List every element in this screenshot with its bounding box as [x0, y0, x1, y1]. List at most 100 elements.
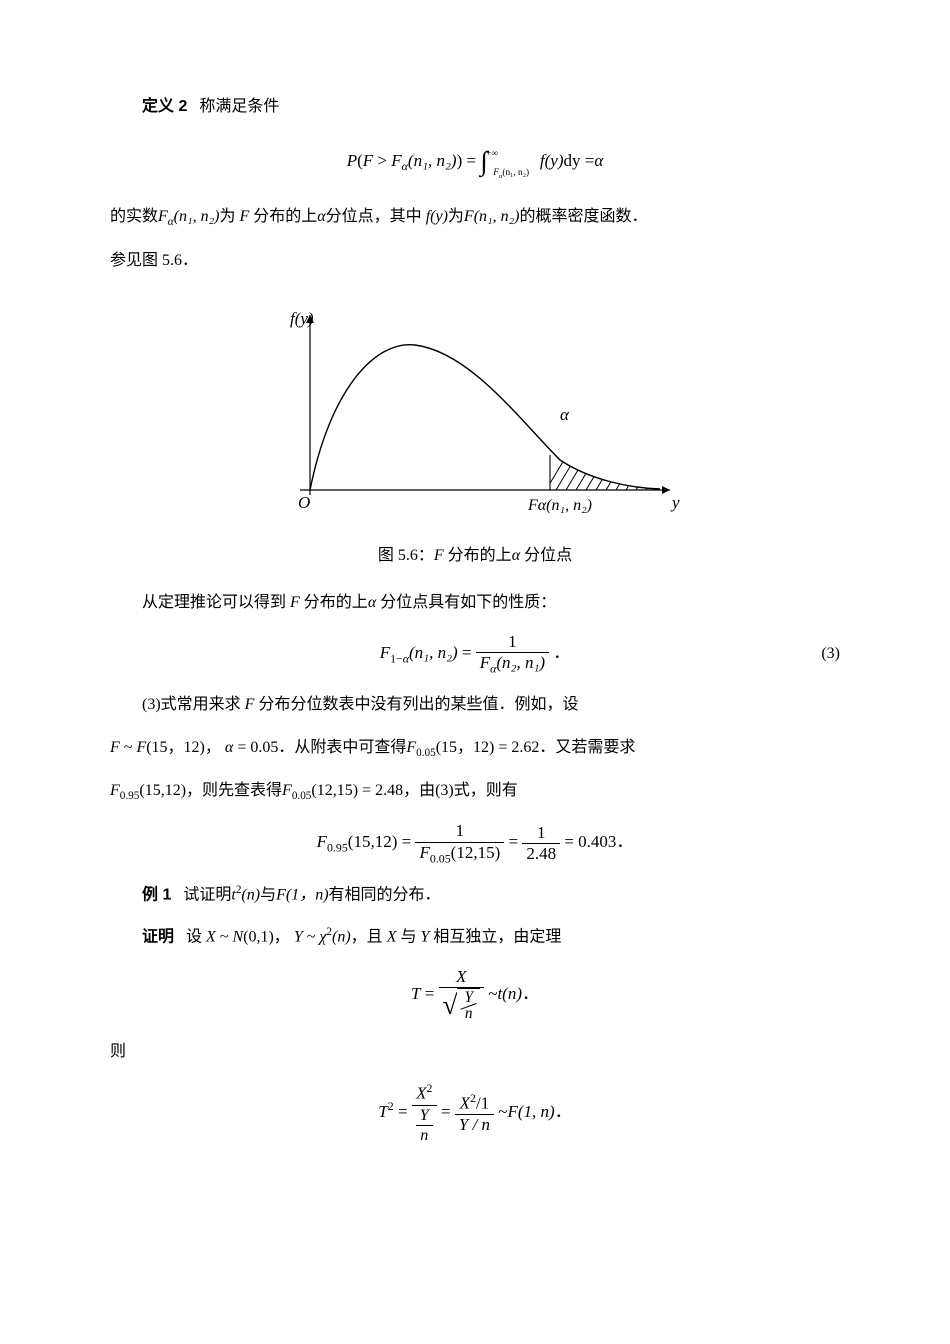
eq6-den1Y: Y [416, 1106, 433, 1126]
s1-alpha2: α [317, 208, 325, 225]
s1-F2: F [464, 208, 474, 225]
pf-Y: Y [294, 929, 307, 946]
s5-comma: ， [205, 739, 221, 756]
figcap-pre: 图 5.6： [378, 547, 434, 564]
eq1-int-bot-args: (n₁, n₂) [502, 168, 529, 178]
eq4-den1: F0.05(12,15) [415, 843, 504, 866]
pf-comma: ， [274, 929, 290, 946]
eq6-num2: X2/1 [455, 1091, 494, 1115]
eq3-denF: F [480, 653, 490, 672]
eq3-den: Fα(n₂, n₁) [476, 653, 549, 676]
proof-line: 证明 设 X ~ N(0,1)， Y ~ χ2(n)，且 X 与 Y 相互独立，… [110, 922, 840, 953]
eq6-num2X: X [460, 1094, 470, 1113]
s1-t6: 的概率密度函数． [519, 208, 647, 225]
eq1-eq: = [466, 151, 476, 170]
eq6-den1n: n [416, 1126, 433, 1145]
eq3-eq: = [462, 643, 472, 662]
def2-text: 称满足条件 [199, 98, 279, 115]
s6-args095: (15,12) [139, 782, 186, 799]
eq3-body: F1−α(n₁, n₂) = 1 Fα(n₂, n₁) ． [380, 632, 571, 676]
s5-F005: F [406, 739, 416, 756]
eq4-F: F [317, 832, 327, 851]
equation-5: T = X √Yn ~t(n)． [110, 967, 840, 1023]
s5-eq: = 0.05 [233, 739, 278, 756]
pf-argschi: (n) [332, 929, 351, 946]
eq1-P: P [347, 151, 357, 170]
pf-tilde1: ~ [220, 929, 233, 946]
figure-caption: 图 5.6：F 分布的上α 分位点 [110, 541, 840, 571]
s5-sub005: 0.05 [416, 747, 436, 759]
eq4-frac2: 1 2.48 [522, 823, 560, 865]
sentence-3: 从定理推论可以得到 F 分布的上α 分位点具有如下的性质： [110, 588, 840, 618]
eq3-dot: ． [553, 643, 570, 662]
s5-t1: ．从附表中可查得 [278, 739, 406, 756]
sentence-6: F0.95(15,12)，则先查表得F0.05(12,15) = 2.48，由(… [110, 776, 840, 807]
s1-t1: 的实数 [110, 208, 158, 225]
s1-Fspace: F [235, 208, 253, 225]
eq5-args: (n) [502, 984, 522, 1003]
eq3-sub-lhs: 1−α [390, 651, 409, 665]
eq6-num1: X2 [412, 1081, 437, 1105]
sqrt-icon: √ [443, 990, 458, 1020]
eq6-den1: Y n [412, 1106, 437, 1146]
equation-6: T2 = X2 Y n = X2/1 Y / n ~F(1, n)． [110, 1081, 840, 1145]
s6-sub005b: 0.05 [292, 790, 312, 802]
s5-F: F [110, 739, 120, 756]
s6-sub095: 0.95 [120, 790, 140, 802]
eq6-F: F [508, 1102, 518, 1121]
eq6-frac2: X2/1 Y / n [455, 1091, 494, 1135]
s1-t4: 分位点，其中 [326, 208, 422, 225]
eq5-eq: = [420, 984, 438, 1003]
s1-t2: 为 [219, 208, 235, 225]
proof-label: 证明 [142, 929, 174, 946]
eq1-eq2: = [585, 151, 595, 170]
ex1-argsF: (1，n) [286, 886, 329, 903]
eq3-frac: 1 Fα(n₂, n₁) [476, 632, 549, 676]
s5-Fdist: F [136, 739, 146, 756]
eq4-num1: 1 [415, 821, 504, 842]
sqrt-body: Yn [457, 988, 480, 1023]
s1-fyf: f [422, 208, 430, 225]
pf-X: X [202, 929, 220, 946]
sentence-1: 的实数Fα(n₁, n₂)为 F 分布的上α分位点，其中 f(y)为F(n₁, … [110, 202, 840, 233]
figcap-end: 分位点 [520, 547, 572, 564]
fig-y: y [670, 493, 680, 512]
eq1-int-bot: Fα(n₁, n₂) [493, 168, 529, 178]
s5-t2: ．又若需要求 [539, 739, 635, 756]
eq4-den1args: (12,15) [451, 843, 501, 862]
ex1-F: F [276, 886, 286, 903]
eq5-dot: ． [522, 984, 539, 1003]
s6-F095: F [110, 782, 120, 799]
eq6-den2: Y / n [455, 1115, 494, 1135]
eq5-num: X [439, 967, 484, 988]
then-word: 则 [110, 1037, 840, 1067]
s6-args005b: (12,15) = 2.48 [311, 782, 403, 799]
eq6-num2div: /1 [476, 1094, 489, 1113]
eq3-number: (3) [821, 639, 840, 669]
s6-t2: ，由(3)式，则有 [403, 782, 518, 799]
eq1-args: (n₁, n₂) [408, 151, 457, 170]
document-page: 定义 2 称满足条件 P(F > Fα(n₁, n₂)) = ∫+∞Fα(n₁,… [0, 0, 950, 1219]
equation-1: P(F > Fα(n₁, n₂)) = ∫+∞Fα(n₁, n₂) f(y)dd… [110, 136, 840, 188]
eq4-sub: 0.95 [327, 841, 348, 855]
eq6-eq: = [394, 1102, 412, 1121]
ex1-label: 例 1 [142, 886, 171, 903]
eq4-eq2: = [508, 832, 518, 851]
figcap-alpha: α [512, 547, 520, 564]
s1-fyy: (y) [430, 208, 448, 225]
ex1-args-t: (n) [241, 886, 260, 903]
eq1-F: F [363, 151, 373, 170]
eq1-dy: ddyy [564, 151, 581, 170]
s3-t2: 分布的上 [304, 594, 368, 611]
pf-argsN: (0,1) [243, 929, 274, 946]
fig-fy: f(y) [290, 309, 314, 328]
example-1: 例 1 试证明t2(n)与F(1，n)有相同的分布． [110, 880, 840, 911]
s3-t1: 从定理推论可以得到 [142, 594, 286, 611]
sqrt-wrap: √Yn [443, 988, 480, 1023]
s1-t5: 为 [448, 208, 464, 225]
pf-tilde2: ~ [307, 929, 320, 946]
sentence-2: 参见图 5.6． [110, 246, 840, 276]
eq5-den: √Yn [439, 988, 484, 1023]
eq4-dot: ． [616, 832, 633, 851]
eq6-tilde: ~ [498, 1102, 507, 1121]
